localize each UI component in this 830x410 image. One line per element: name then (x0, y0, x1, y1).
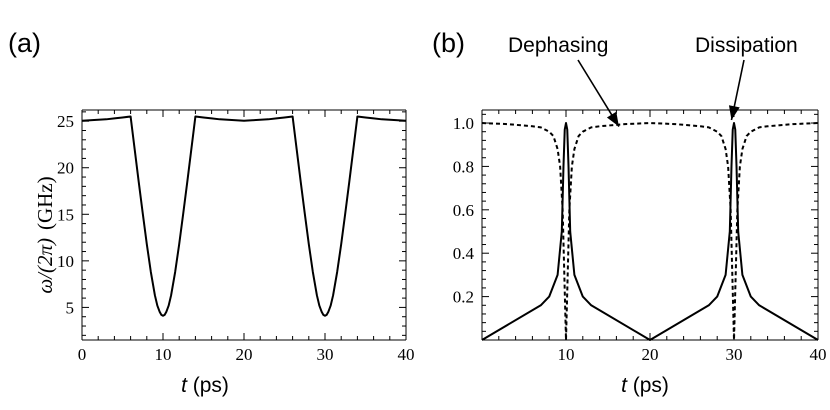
series-line-solid (481, 122, 819, 341)
panel-a-series (81, 115, 407, 317)
panel-a-ylabel-math: ω/(2π) (33, 238, 57, 294)
panel-a-xlabel-unit: (ps) (187, 374, 229, 397)
panel-b-axes (481, 109, 819, 341)
y-tick-label: 10 (57, 252, 74, 271)
annotation-dephasing: Dephasing (508, 34, 608, 57)
y-tick-label: 15 (57, 205, 74, 224)
arrow-head (606, 111, 619, 127)
x-tick-label: 40 (810, 345, 827, 364)
x-tick-label: 30 (317, 345, 334, 364)
panel-a-ticks (81, 110, 407, 340)
x-tick-label: 10 (155, 345, 172, 364)
panel-a-xlabel-var: t (181, 374, 188, 397)
y-tick-label: 1.0 (453, 114, 474, 133)
y-tick-label: 0.6 (453, 201, 474, 220)
panel-a-label: (a) (8, 28, 41, 58)
annotation-dissipation: Dissipation (695, 34, 798, 57)
x-tick-label: 30 (726, 345, 743, 364)
panel-b-ticks (481, 110, 819, 341)
panel-a-xlabel: t (ps) (181, 374, 229, 397)
series-line-dashed (481, 122, 819, 341)
series-line-solid (81, 115, 407, 317)
panel-b-tick-labels: 10 20 30 40 0.2 0.4 0.6 0.8 1.0 (453, 114, 827, 364)
panel-b-xlabel-unit: (ps) (627, 374, 669, 397)
y-tick-label: 0.4 (453, 244, 475, 263)
x-tick-label: 20 (642, 345, 659, 364)
panel-b-xlabel: t (ps) (621, 374, 669, 397)
panel-a-ylabel-unit: (GHz) (33, 176, 57, 230)
x-tick-label: 0 (78, 345, 87, 364)
x-tick-label: 20 (236, 345, 253, 364)
y-tick-label: 0.2 (453, 288, 474, 307)
panel-a: (a) ω/(2π) (GHz) t (ps) 0 10 20 30 40 5 10 15 20 2… (8, 28, 415, 397)
x-tick-label: 10 (558, 345, 575, 364)
panel-b-label: (b) (432, 28, 465, 58)
panel-b-xlabel-var: t (621, 374, 628, 397)
y-tick-label: 25 (57, 112, 74, 131)
y-tick-label: 5 (66, 298, 75, 317)
y-tick-label: 20 (57, 159, 74, 178)
panel-b-arrows (577, 59, 745, 127)
panel-b: (b) Dephasing Dissipation t (ps) 10 20 30 4… (432, 28, 827, 397)
panel-b-series (481, 122, 819, 341)
panel-a-tick-labels: 0 10 20 30 40 5 10 15 20 25 (57, 112, 415, 364)
y-tick-label: 0.8 (453, 157, 474, 176)
x-tick-label: 40 (398, 345, 415, 364)
arrow-head (728, 105, 740, 121)
panel-a-ylabel: ω/(2π) (GHz) (33, 176, 57, 293)
panel-a-axes (81, 109, 407, 341)
